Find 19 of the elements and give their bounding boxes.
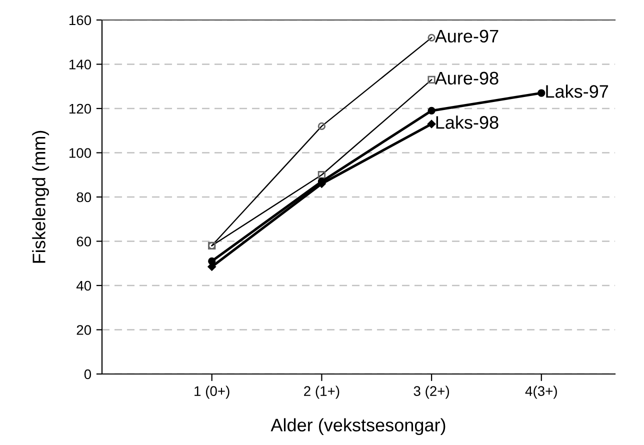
y-tick-label: 120 <box>69 104 92 114</box>
y-tick-label: 160 <box>69 15 92 26</box>
x-tick-label: 3 (2+) <box>414 386 450 399</box>
x-tick-label: 2 (1+) <box>304 386 340 399</box>
y-tick-label: 0 <box>84 369 92 380</box>
y-tick-label: 80 <box>76 192 92 202</box>
y-tick-label: 40 <box>76 280 92 291</box>
y-tick-label: 60 <box>76 236 92 246</box>
x-tick-label: 4(3+) <box>525 386 557 399</box>
series-label: Aure-97 <box>434 30 498 43</box>
y-axis-title: Fiskelengd (mm) <box>32 130 49 263</box>
series-label: Laks-98 <box>436 116 498 129</box>
y-tick-label: 100 <box>69 148 92 158</box>
y-tick-label: 140 <box>69 60 92 70</box>
series-label: Aure-98 <box>434 72 498 85</box>
x-axis-title: Alder (vekstsesongar) <box>270 418 446 436</box>
series-label: Laks-97 <box>546 84 608 98</box>
y-tick-label: 20 <box>76 325 92 335</box>
x-tick-label: 1 (0+) <box>194 386 230 399</box>
